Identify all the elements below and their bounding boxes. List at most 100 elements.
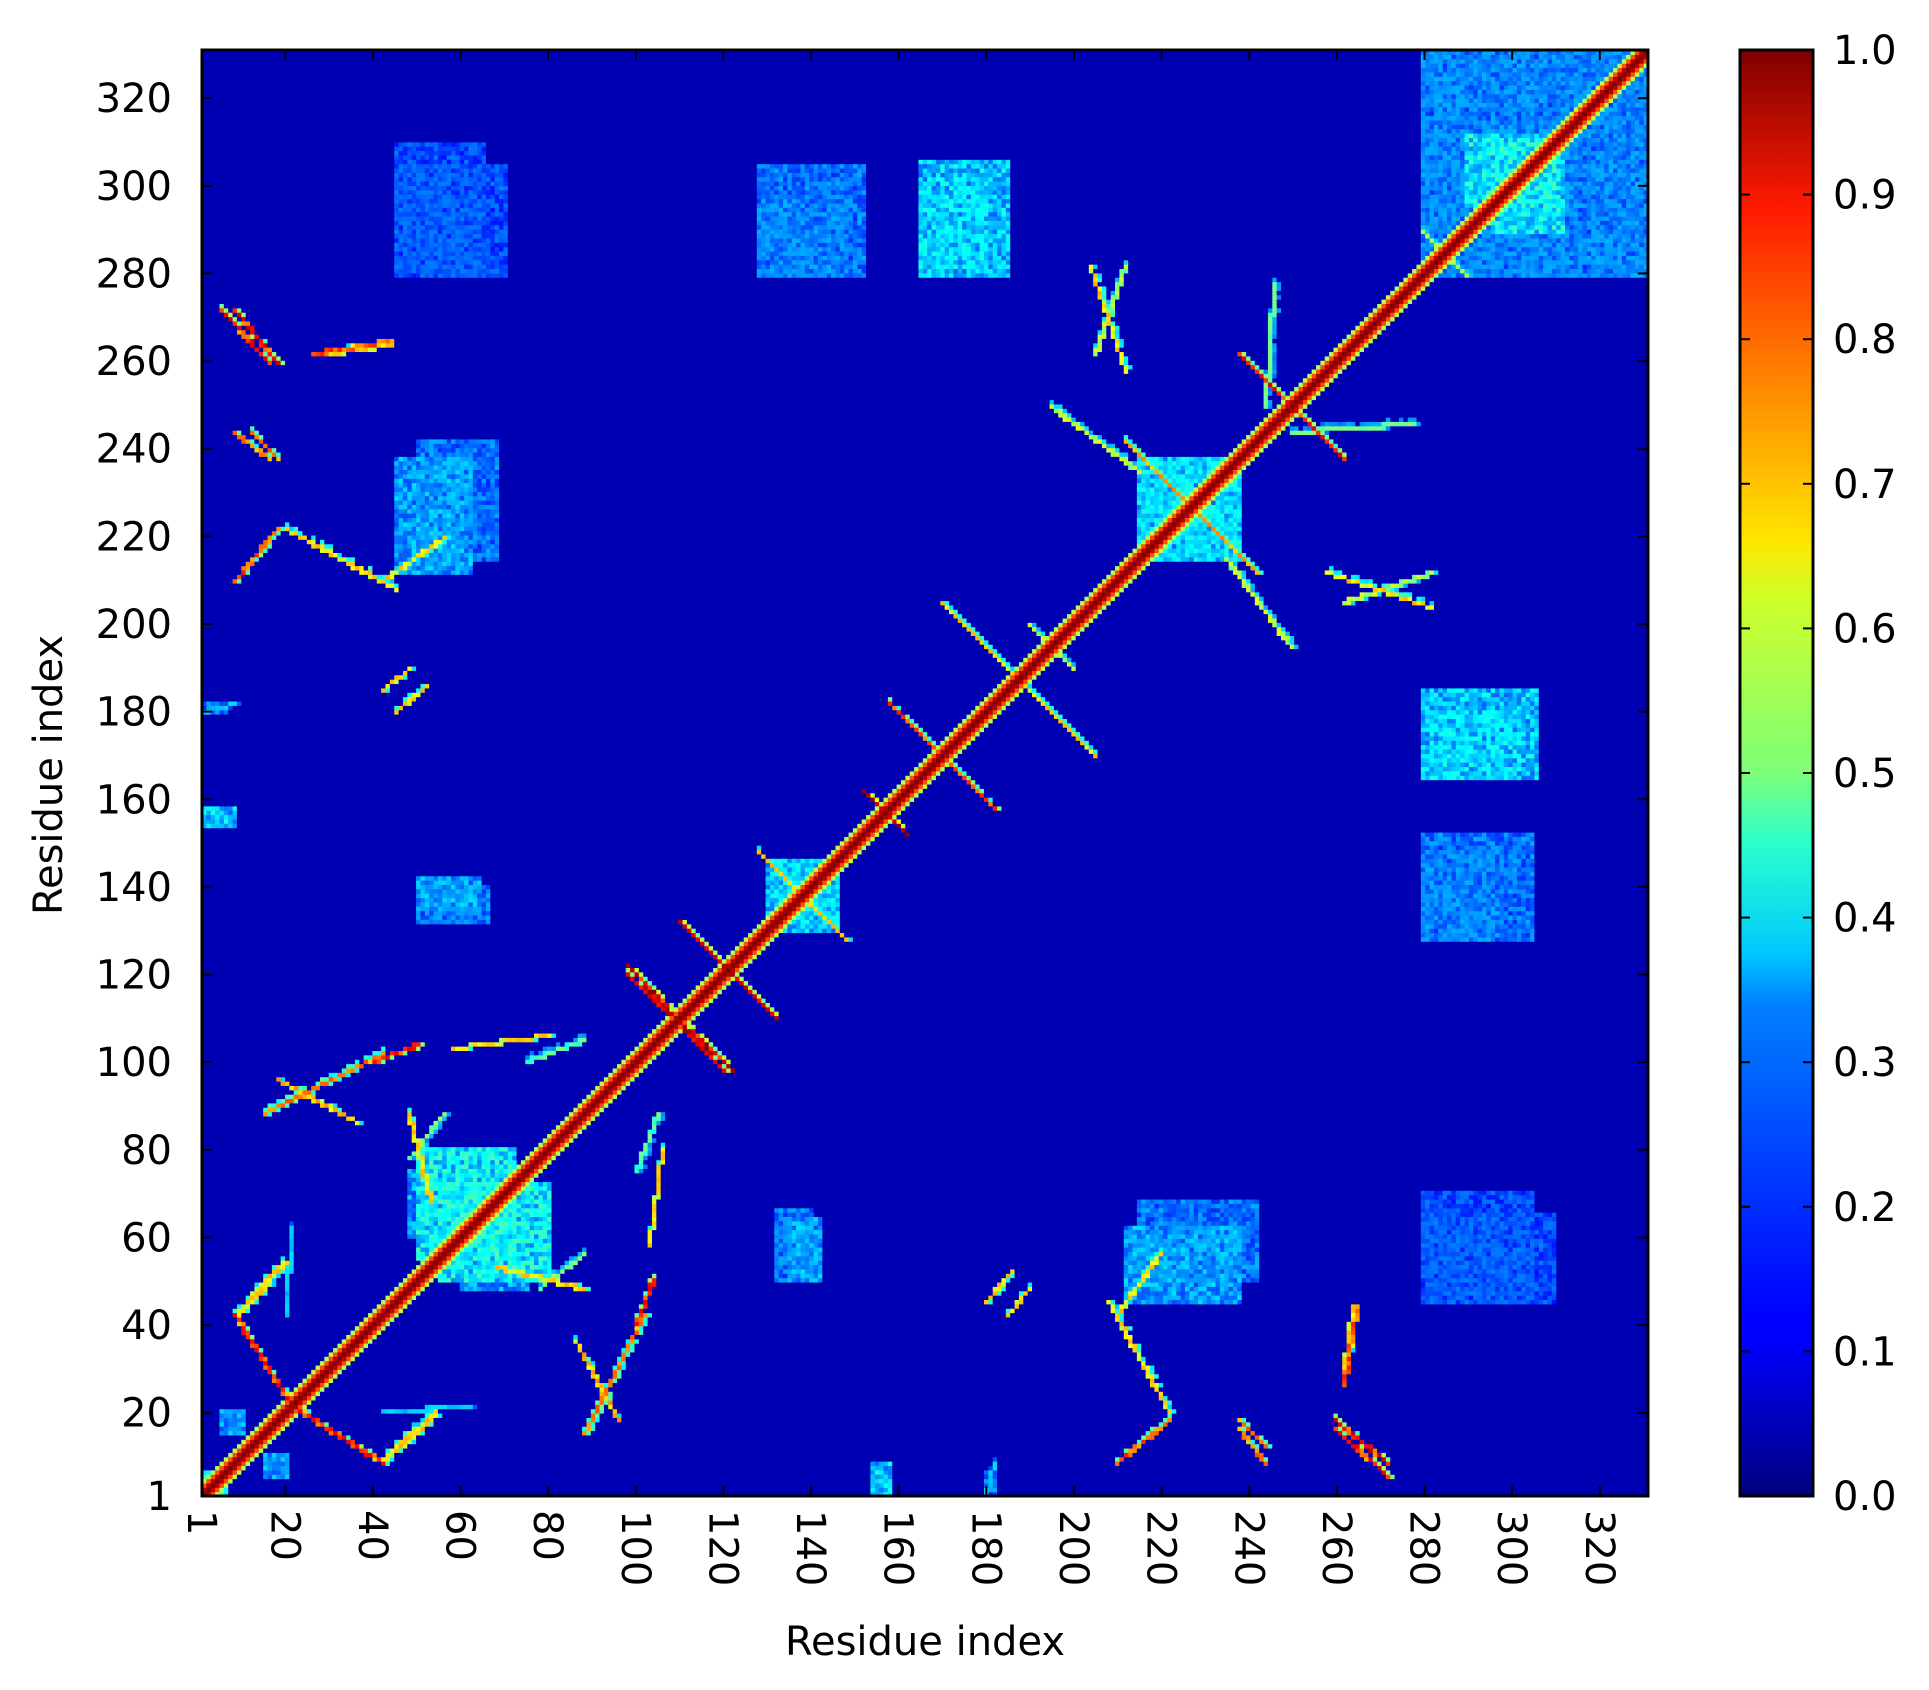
heatmap-cell: [516, 1037, 522, 1043]
heatmap-cell: [285, 1290, 290, 1296]
heatmap-cell: [551, 1137, 557, 1143]
heatmap-cell: [499, 1150, 505, 1156]
heatmap-cell: [726, 984, 745, 990]
heatmap-cell: [1538, 1268, 1544, 1274]
heatmap-cell: [586, 1037, 644, 1043]
heatmap-cell: [1525, 1198, 1536, 1204]
heatmap-cell: [407, 1443, 1134, 1449]
heatmap-cell: [276, 1474, 282, 1480]
heatmap-cell: [713, 984, 719, 990]
heatmap-cell: [437, 1233, 443, 1239]
heatmap-cell: [446, 1229, 452, 1235]
heatmap-cell: [354, 1059, 360, 1065]
heatmap-cell: [472, 1260, 478, 1266]
heatmap-cell: [472, 1155, 478, 1161]
heatmap-cell: [485, 1251, 491, 1257]
heatmap-cell: [1202, 1203, 1208, 1209]
heatmap-cell: [289, 1399, 295, 1405]
heatmap-cell: [1477, 1251, 1483, 1257]
heatmap-cell: [451, 1194, 456, 1200]
heatmap-cell: [1455, 1212, 1461, 1218]
heatmap-cell: [822, 1268, 1011, 1274]
heatmap-cell: [1516, 1273, 1522, 1279]
heatmap-cell: [997, 1281, 1003, 1287]
heatmap-cell: [1342, 1382, 1348, 1388]
heatmap-cell: [394, 1054, 526, 1060]
heatmap-cell: [1381, 1469, 1387, 1475]
heatmap-cell: [1232, 1198, 1238, 1204]
heatmap-cell: [1473, 1198, 1479, 1204]
heatmap-cell: [1171, 1286, 1177, 1292]
heatmap-cell: [1477, 1273, 1483, 1279]
heatmap-cell: [1490, 1281, 1496, 1287]
heatmap-cell: [547, 1050, 553, 1056]
heatmap-cell: [800, 1207, 806, 1213]
heatmap-cell: [1359, 1439, 1365, 1445]
heatmap-cell: [534, 1225, 539, 1231]
heatmap-cell: [1123, 1308, 1352, 1314]
heatmap-cell: [1350, 1312, 1356, 1318]
heatmap-cell: [1342, 1351, 1348, 1357]
heatmap-cell: [416, 1255, 422, 1261]
heatmap-cell: [1176, 1238, 1182, 1244]
heatmap-cell: [258, 1281, 264, 1287]
heatmap-cell: [1180, 1281, 1186, 1287]
heatmap-cell: [817, 1260, 823, 1266]
heatmap-cell: [700, 1046, 705, 1052]
heatmap-cell: [516, 1168, 522, 1174]
heatmap-cell: [267, 1461, 273, 1467]
heatmap-cell: [1486, 1233, 1492, 1239]
heatmap-cell: [1385, 1456, 1391, 1462]
heatmap-cell: [590, 1107, 596, 1113]
heatmap-cell: [1158, 1242, 1164, 1248]
heatmap-cell: [634, 1334, 1125, 1340]
heatmap-cell: [202, 1190, 408, 1196]
heatmap-cell: [1215, 1255, 1221, 1261]
heatmap-cell: [1237, 1268, 1243, 1274]
heatmap-cell: [1499, 1198, 1505, 1204]
heatmap-cell: [1429, 1225, 1435, 1231]
heatmap-cell: [1163, 1273, 1169, 1279]
heatmap-cell: [1530, 1268, 1536, 1274]
heatmap-cell: [656, 1032, 662, 1038]
heatmap-cell: [804, 1207, 810, 1213]
heatmap-cell: [477, 1404, 596, 1410]
heatmap-cell: [787, 1212, 793, 1218]
heatmap-cell: [1534, 1260, 1540, 1266]
heatmap-cell: [437, 1146, 443, 1152]
heatmap-cell: [568, 1046, 636, 1052]
heatmap-cell: [822, 1216, 1138, 1222]
heatmap-cell: [512, 1177, 518, 1183]
heatmap-cell: [285, 1456, 290, 1462]
heatmap-cell: [612, 1399, 1164, 1405]
heatmap-cell: [1433, 1273, 1439, 1279]
heatmap-cell: [525, 1246, 531, 1252]
heatmap-cell: [416, 1434, 1142, 1440]
heatmap-cell: [376, 1325, 382, 1331]
heatmap-cell: [1538, 1299, 1544, 1305]
heatmap-cell: [551, 1273, 557, 1279]
heatmap-cell: [442, 1212, 448, 1218]
heatmap-cell: [1237, 1207, 1243, 1213]
heatmap-cell: [1158, 1251, 1164, 1257]
heatmap-cell: [1525, 1225, 1531, 1231]
heatmap-cell: [346, 1356, 352, 1362]
heatmap-cell: [1171, 1268, 1177, 1274]
heatmap-cell: [1438, 1281, 1444, 1287]
heatmap-cell: [1451, 1216, 1457, 1222]
heatmap-cell: [1438, 1190, 1444, 1196]
heatmap-cell: [730, 976, 736, 982]
heatmap-cell: [1525, 1190, 1531, 1196]
heatmap-cell: [1473, 1260, 1479, 1266]
heatmap-cell: [529, 1251, 535, 1257]
heatmap-cell: [477, 1268, 483, 1274]
heatmap-cell: [424, 1426, 583, 1432]
heatmap-cell: [420, 1046, 452, 1052]
heatmap-cell: [630, 1343, 636, 1349]
heatmap-cell: [494, 1190, 500, 1196]
heatmap-cell: [1460, 1264, 1466, 1270]
heatmap-cell: [315, 1094, 588, 1100]
heatmap-cell: [1464, 1264, 1470, 1270]
heatmap-cell: [1158, 1260, 1164, 1266]
heatmap-cell: [429, 1273, 435, 1279]
